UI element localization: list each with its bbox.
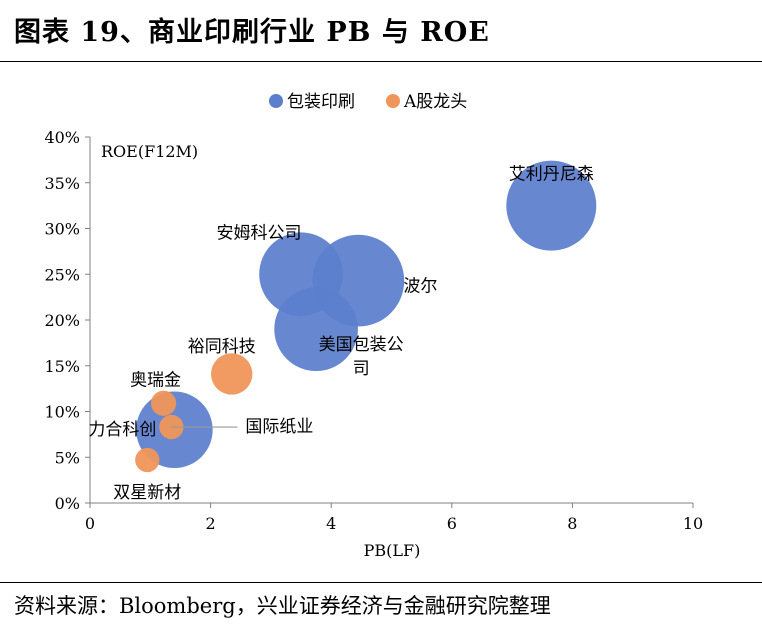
y-tick-label: 35% — [44, 174, 80, 193]
bubble-a-share — [211, 353, 253, 395]
y-tick-label: 20% — [44, 311, 80, 330]
bubble-label: 奥瑞金 — [130, 370, 181, 390]
legend: 包装印刷 A股龙头 — [269, 92, 467, 112]
y-tick-label: 0% — [55, 494, 80, 513]
bubble-packaging — [274, 287, 358, 371]
bubble-label: 双星新材 — [113, 483, 181, 503]
bubbles — [135, 160, 597, 473]
bubble-packaging — [506, 160, 597, 251]
bubble-label: 国际纸业 — [245, 417, 313, 437]
x-axis-title: PB(LF) — [364, 541, 421, 560]
bubble-a-share — [135, 447, 160, 473]
x-tick-label: 6 — [447, 514, 457, 533]
figure-title: 图表 19、商业印刷行业 PB 与 ROE — [14, 17, 490, 48]
bubble-label: 裕同科技 — [188, 337, 256, 357]
y-tick-label: 5% — [55, 448, 80, 467]
y-tick-label: 25% — [44, 265, 80, 284]
axes: 0% 5% 10% 15% 20% 25% 30% 35% 40% 0 2 4 6 8 10 — [44, 128, 703, 533]
x-tick-label: 10 — [683, 514, 703, 533]
bubble-label: 美国包装公司 — [319, 335, 404, 379]
bubble-label: 艾利丹尼森 — [509, 165, 594, 185]
y-tick-label: 30% — [44, 220, 80, 239]
legend-label-packaging: 包装印刷 — [287, 92, 355, 112]
y-tick-label: 10% — [44, 403, 80, 422]
x-tick-label: 2 — [206, 514, 216, 533]
x-tick-label: 8 — [567, 514, 577, 533]
bubble-a-share — [150, 390, 177, 416]
bubble-label: 波尔 — [403, 277, 437, 297]
y-tick-label: 15% — [44, 357, 80, 376]
bubble-label: 力合科创 — [88, 420, 156, 440]
legend-label-a-share: A股龙头 — [403, 92, 467, 112]
legend-marker-packaging — [269, 94, 283, 108]
y-tick-label: 40% — [44, 128, 80, 147]
x-tick-label: 0 — [85, 514, 95, 533]
source-rule — [0, 582, 762, 583]
x-tick-label: 4 — [326, 514, 336, 533]
y-axis-title: ROE(F12M) — [101, 142, 198, 161]
source-note: 资料来源：Bloomberg，兴业证券经济与金融研究院整理 — [14, 594, 551, 618]
legend-marker-a-share — [386, 94, 400, 108]
title-rule — [0, 61, 762, 62]
bubble-label: 安姆科公司 — [217, 223, 302, 243]
